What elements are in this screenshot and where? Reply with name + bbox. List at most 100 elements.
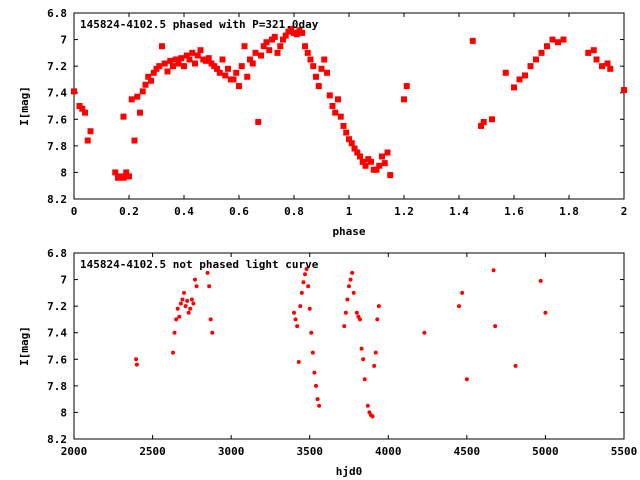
- x-tick-label: 5500: [611, 445, 638, 458]
- data-point: [312, 370, 317, 375]
- data-point: [161, 60, 168, 67]
- y-tick-label: 8: [60, 166, 67, 179]
- data-point: [307, 56, 314, 63]
- data-point: [84, 137, 91, 144]
- top-chart-title: 145824-4102.5 phased with P=321.0day: [80, 18, 319, 31]
- data-point: [560, 36, 567, 43]
- data-point: [511, 84, 517, 91]
- data-point: [304, 49, 311, 56]
- data-point: [197, 47, 204, 54]
- data-point: [321, 56, 328, 63]
- data-point: [527, 63, 534, 70]
- data-point: [156, 63, 163, 70]
- data-point: [460, 290, 465, 295]
- x-tick: 2: [621, 13, 627, 218]
- data-point: [373, 166, 380, 173]
- data-point: [347, 284, 351, 289]
- x-tick-label: 1.6: [504, 205, 524, 218]
- data-point: [351, 290, 356, 295]
- x-tick-label: 1.4: [449, 205, 469, 218]
- data-point: [131, 137, 138, 144]
- data-point: [120, 174, 127, 181]
- data-point: [188, 306, 193, 311]
- data-point: [208, 317, 213, 322]
- data-point: [345, 297, 350, 302]
- x-tick: 3500: [296, 253, 323, 458]
- data-point: [205, 55, 212, 62]
- data-point: [480, 118, 487, 125]
- data-point: [260, 43, 267, 50]
- data-point: [205, 270, 210, 275]
- data-point: [292, 310, 296, 315]
- data-point: [379, 153, 385, 160]
- bottom-data-points: [134, 266, 548, 419]
- data-point: [313, 73, 319, 80]
- data-point: [183, 52, 190, 59]
- data-point: [376, 304, 381, 309]
- data-point: [164, 68, 171, 75]
- x-tick: 1.4: [449, 13, 469, 218]
- data-point: [233, 69, 240, 76]
- data-point: [354, 149, 361, 156]
- data-point: [295, 324, 300, 329]
- data-point: [271, 33, 278, 40]
- y-tick-label: 8: [60, 406, 67, 419]
- data-point: [216, 69, 223, 76]
- data-point: [593, 56, 600, 63]
- data-point: [277, 43, 284, 50]
- data-point: [362, 162, 369, 169]
- data-point: [522, 72, 528, 79]
- data-point: [359, 158, 366, 165]
- data-point: [314, 383, 318, 388]
- data-point: [365, 403, 370, 408]
- data-point: [376, 162, 383, 169]
- data-point: [318, 65, 325, 72]
- data-point: [350, 270, 355, 275]
- top-axis-ticks: 0 0.2 0.4 0.6 0.8 1 1.2 1.4 1.6 1.8 2 6.8 7 7.2 7.4 7.6…: [47, 7, 627, 218]
- top-chart-panel: 0 0.2 0.4 0.6 0.8 1 1.2 1.4 1.6 1.8 2 6.8 7 7.2 7.4 7.6…: [18, 7, 627, 238]
- y-tick-label: 7.6: [47, 113, 67, 126]
- data-point: [137, 109, 143, 116]
- data-point: [469, 37, 476, 44]
- y-tick-label: 7.2: [47, 60, 67, 73]
- data-point: [171, 350, 175, 355]
- data-point: [317, 403, 322, 408]
- data-point: [340, 122, 347, 129]
- data-point: [502, 69, 509, 76]
- data-point: [79, 105, 86, 112]
- data-point: [464, 377, 469, 382]
- data-point: [516, 76, 523, 83]
- data-point: [142, 81, 149, 88]
- data-point: [621, 87, 627, 94]
- x-tick-label: 2000: [61, 445, 88, 458]
- x-tick: 1.6: [504, 13, 524, 218]
- data-point: [255, 118, 262, 125]
- top-y-axis-label: I[mag]: [18, 86, 31, 126]
- data-point: [361, 357, 366, 362]
- data-point: [192, 60, 198, 67]
- data-point: [599, 63, 605, 70]
- data-point: [280, 36, 286, 43]
- data-point: [194, 52, 201, 59]
- y-tick-label: 7.8: [47, 380, 67, 393]
- bottom-chart-title: 145824-4102.5 not phased light curve: [80, 258, 319, 271]
- data-point: [293, 317, 298, 322]
- data-point: [401, 96, 407, 103]
- data-point: [178, 301, 183, 306]
- data-point: [181, 63, 187, 70]
- data-point: [326, 92, 333, 99]
- data-point: [310, 350, 315, 355]
- data-point: [310, 63, 317, 70]
- data-point: [299, 290, 304, 295]
- data-point: [604, 60, 611, 67]
- data-point: [170, 63, 176, 70]
- data-point: [478, 122, 484, 129]
- data-point: [274, 49, 281, 56]
- data-point: [247, 56, 253, 63]
- data-point: [134, 357, 139, 362]
- data-point: [191, 301, 196, 306]
- x-tick: 0.4: [174, 13, 194, 218]
- y-tick-label: 6.8: [47, 7, 67, 20]
- data-point: [493, 324, 498, 329]
- x-tick-label: 0.4: [174, 205, 194, 218]
